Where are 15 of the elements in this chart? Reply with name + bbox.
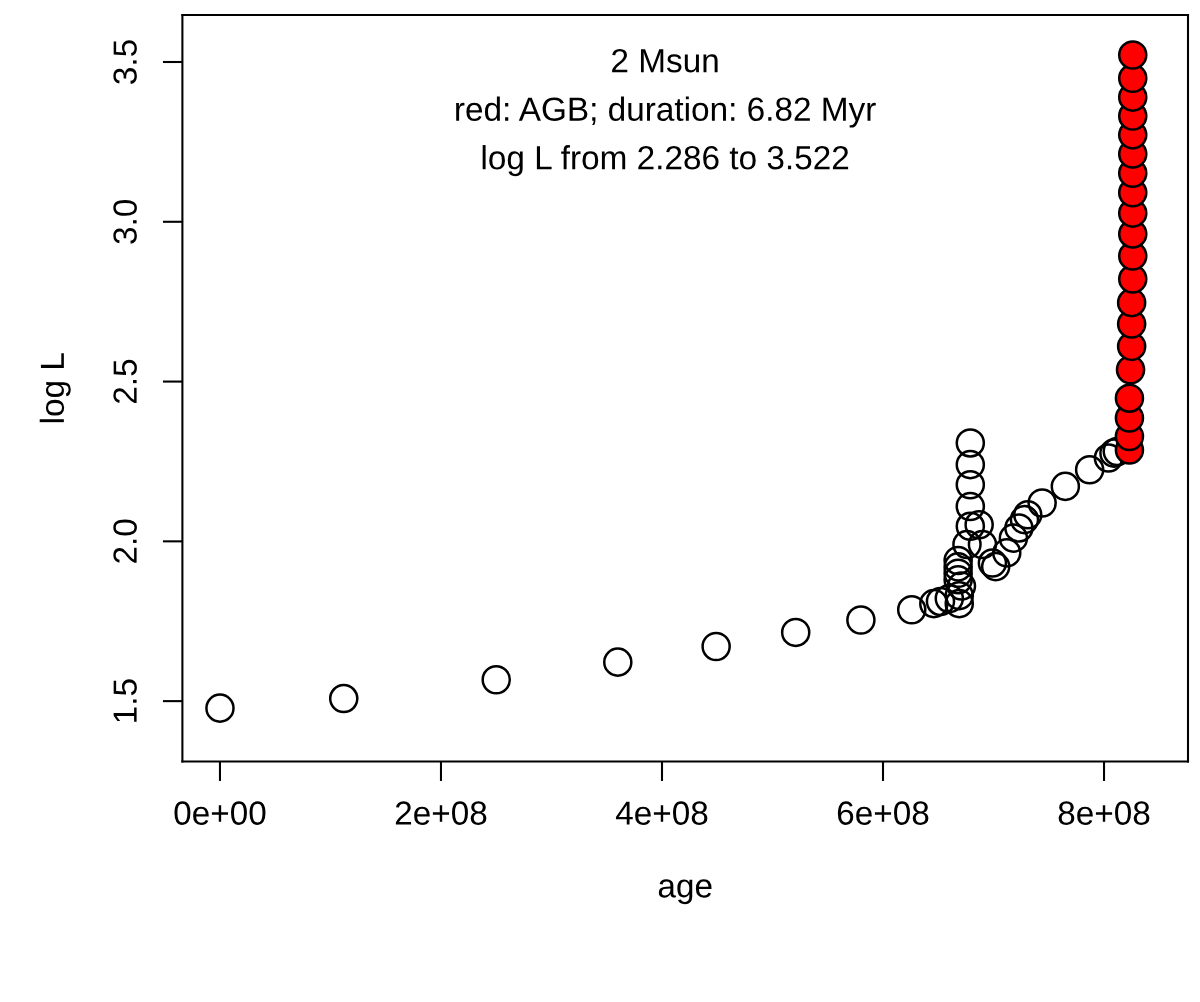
annotation: 2 Msun (612, 48, 718, 73)
annotation: red: AGB; duration: 6.82 Myr (456, 96, 876, 128)
y-tick-label: 1.5 (113, 679, 137, 722)
x-tick-label: 0e+00 (174, 801, 266, 825)
y-tick-label: 2.5 (113, 359, 137, 404)
x-tick-label: 6e+08 (837, 801, 929, 825)
x-tick-label: 4e+08 (615, 801, 708, 825)
y-tick-label: 2.0 (113, 519, 137, 563)
y-tick-label: 3.0 (113, 199, 137, 244)
y-tick-label: 3.5 (113, 40, 137, 84)
annotation: log L from 2.286 to 3.522 (482, 145, 849, 177)
x-tick-label: 8e+08 (1058, 801, 1150, 825)
x-tick-label: 2e+08 (395, 801, 487, 825)
x-axis-title: age (658, 879, 712, 905)
y-axis-title: log L (39, 353, 71, 423)
